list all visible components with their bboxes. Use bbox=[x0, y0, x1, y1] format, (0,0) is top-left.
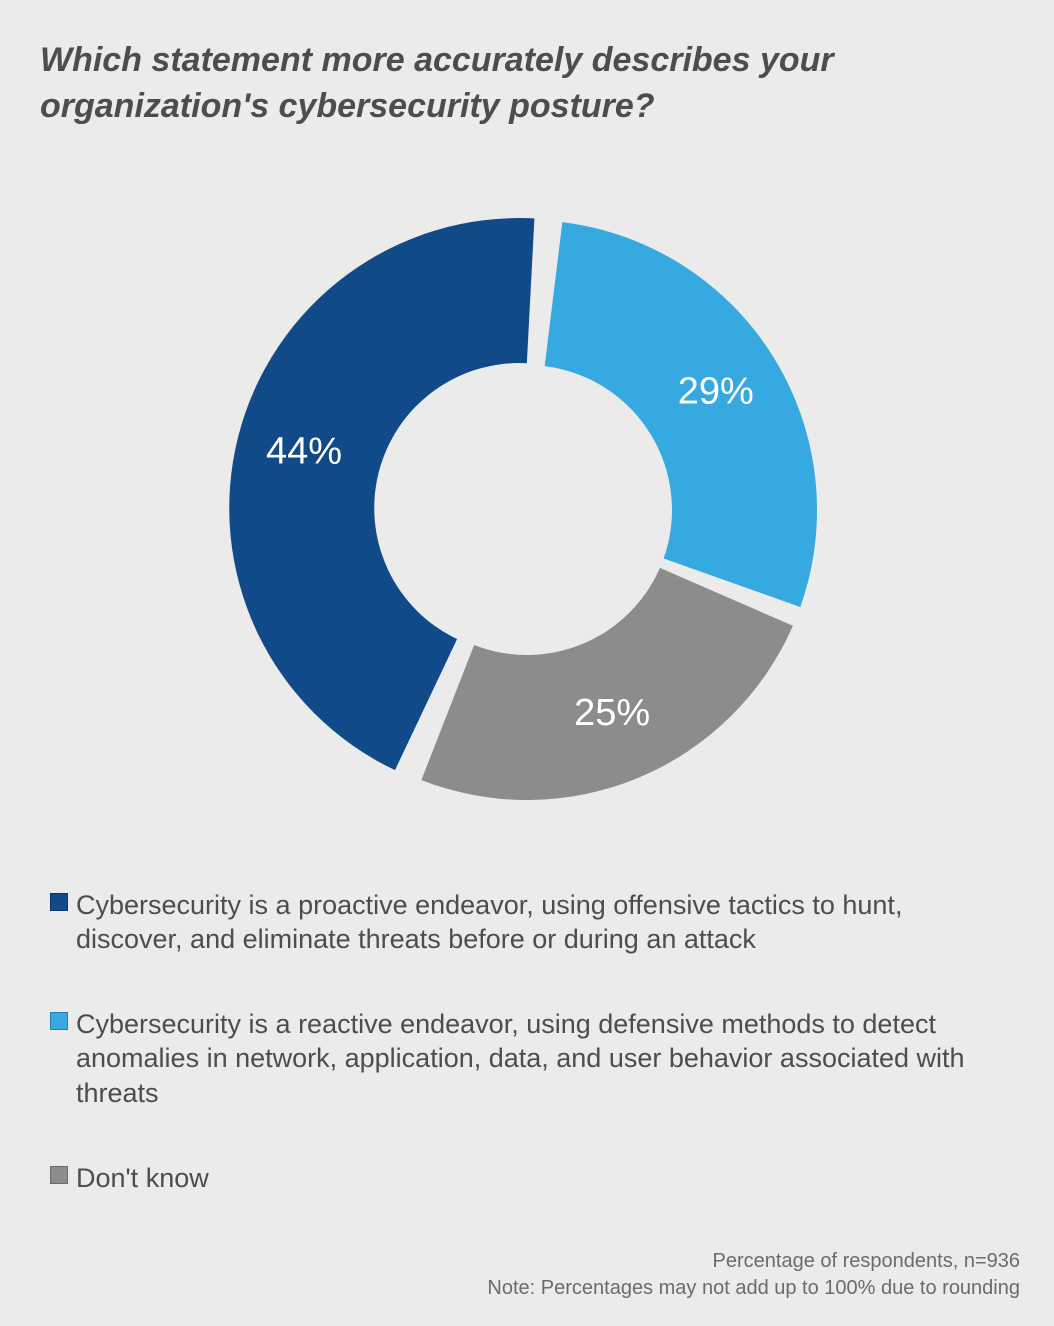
legend-swatch bbox=[50, 893, 68, 911]
footnote-line-2: Note: Percentages may not add up to 100%… bbox=[487, 1275, 1020, 1302]
donut-chart: 29% 25% 44% bbox=[197, 180, 857, 840]
legend-text: Cybersecurity is a proactive endeavor, u… bbox=[76, 888, 1004, 957]
legend: Cybersecurity is a proactive endeavor, u… bbox=[0, 888, 1054, 1195]
legend-text: Cybersecurity is a reactive endeavor, us… bbox=[76, 1007, 1004, 1111]
chart-footnote: Percentage of respondents, n=936 Note: P… bbox=[487, 1248, 1020, 1302]
donut-slice-label-dont_know: 25% bbox=[574, 692, 650, 734]
legend-text: Don't know bbox=[76, 1161, 209, 1196]
chart-title: Which statement more accurately describe… bbox=[0, 0, 1054, 130]
donut-chart-container: 29% 25% 44% bbox=[0, 180, 1054, 840]
legend-swatch bbox=[50, 1012, 68, 1030]
legend-item: Don't know bbox=[50, 1161, 1004, 1196]
donut-slice-dont_know bbox=[421, 568, 793, 800]
donut-slice-label-proactive: 44% bbox=[266, 430, 342, 472]
legend-item: Cybersecurity is a reactive endeavor, us… bbox=[50, 1007, 1004, 1111]
donut-slice-label-reactive: 29% bbox=[678, 370, 754, 412]
legend-swatch bbox=[50, 1166, 68, 1184]
legend-item: Cybersecurity is a proactive endeavor, u… bbox=[50, 888, 1004, 957]
donut-slice-reactive bbox=[545, 222, 817, 607]
footnote-line-1: Percentage of respondents, n=936 bbox=[487, 1248, 1020, 1275]
